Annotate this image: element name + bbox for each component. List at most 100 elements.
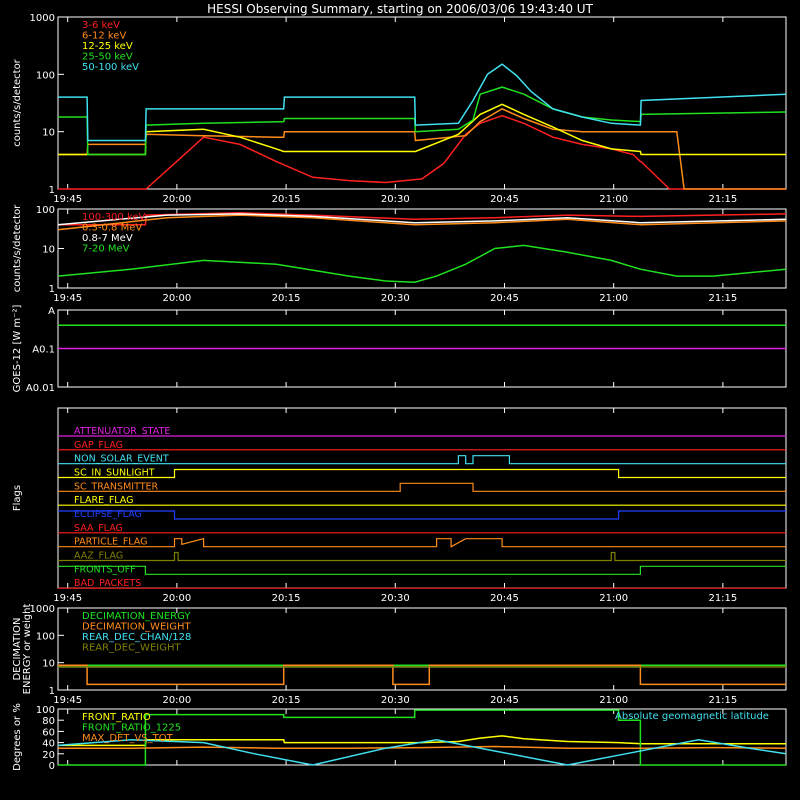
x-tick-label: 20:45 bbox=[490, 293, 519, 304]
series-line-3-6-kev bbox=[58, 114, 786, 190]
series-line-0-8-7-mev bbox=[57, 213, 787, 226]
y-tick-label: 1 bbox=[49, 686, 55, 697]
x-tick-label: 19:45 bbox=[53, 293, 82, 304]
y-axis-label: GOES-12 [W m⁻²] bbox=[12, 305, 23, 393]
x-tick-label: 20:45 bbox=[490, 593, 519, 604]
x-tick-label: 20:00 bbox=[162, 593, 191, 604]
y-tick-label: 1000 bbox=[30, 604, 55, 615]
legend-entry: MAX_DET_VS_TOT bbox=[82, 733, 174, 744]
flag-label: AAZ_FLAG bbox=[74, 551, 123, 562]
x-tick-label: 20:00 bbox=[162, 293, 191, 304]
y-axis-label: counts/s/detector bbox=[12, 58, 23, 146]
y-axis-label: counts/s/detector bbox=[12, 204, 23, 292]
y-tick-label: A0.1 bbox=[32, 345, 55, 356]
x-tick-label: 20:30 bbox=[381, 695, 410, 706]
x-tick-label: 21:15 bbox=[708, 293, 737, 304]
x-tick-label: 21:00 bbox=[599, 695, 628, 706]
x-tick-label: 19:45 bbox=[53, 695, 82, 706]
legend-entry: 3-6 keV bbox=[82, 20, 120, 31]
legend-entry: FRONT_RATIO bbox=[82, 712, 151, 723]
panel-frame bbox=[57, 708, 787, 766]
panel-4: 19:45 20:00 20:15 20:30 20:45 21:00 21:15 Flags… bbox=[12, 407, 787, 604]
x-tick-label: 21:15 bbox=[708, 593, 737, 604]
x-tick-label: 21:00 bbox=[599, 194, 628, 205]
chart-title: HESSI Observing Summary, starting on 200… bbox=[207, 2, 593, 16]
y-axis-label: Degrees or % bbox=[12, 703, 23, 771]
series-line-25-50-kev bbox=[58, 86, 787, 156]
flag-label: FRONTS_OFF bbox=[74, 564, 136, 575]
flag-line-eclipse-flag bbox=[58, 510, 786, 520]
series-line-absolute-geomagnetic-latitude bbox=[57, 739, 787, 766]
y-tick-label: 60 bbox=[42, 727, 55, 738]
y-axis-label: ENERGY or weight bbox=[22, 604, 33, 695]
x-tick-label: 20:15 bbox=[272, 293, 301, 304]
y-axis-label: DECIMATION bbox=[12, 617, 23, 680]
y-tick-label: 100 bbox=[36, 631, 55, 642]
series-line-front-ratio bbox=[58, 735, 786, 747]
y-tick-label: 10 bbox=[42, 245, 55, 256]
x-tick-label: 20:15 bbox=[272, 593, 301, 604]
y-axis-label: Flags bbox=[12, 485, 23, 511]
panels-group: 19:45 20:00 20:15 20:30 20:45 21:00 21:1511010… bbox=[12, 13, 787, 772]
flag-line-particle-flag bbox=[58, 537, 786, 548]
legend-entry: 100-300 keV bbox=[82, 212, 146, 223]
y-tick-label: 80 bbox=[42, 716, 55, 727]
x-tick-label: 20:15 bbox=[272, 194, 301, 205]
x-tick-label: 20:30 bbox=[381, 593, 410, 604]
legend-entry: FRONT_RATIO_1225 bbox=[82, 723, 181, 734]
x-tick-label: 20:15 bbox=[272, 695, 301, 706]
y-tick-label: 100 bbox=[36, 70, 55, 81]
flag-line-fronts-off bbox=[58, 565, 786, 575]
flag-line-sc-transmitter bbox=[58, 482, 786, 492]
x-tick-label: 20:00 bbox=[162, 695, 191, 706]
y-tick-label: 40 bbox=[42, 739, 55, 750]
series-line-7-20-mev bbox=[57, 244, 787, 283]
y-tick-label: 10 bbox=[42, 659, 55, 670]
flag-label: NON_SOLAR_EVENT bbox=[74, 454, 169, 465]
series-line-front-ratio-1225 bbox=[58, 709, 786, 766]
y-tick-label: 1000 bbox=[30, 13, 55, 24]
y-tick-label: 1 bbox=[49, 185, 55, 196]
x-tick-label: 21:00 bbox=[599, 293, 628, 304]
panel-2: 19:45 20:00 20:15 20:30 20:45 21:00 21:15 1 10 10… bbox=[12, 204, 787, 304]
series-line-0-3-0-8-mev bbox=[57, 214, 787, 231]
y-tick-label: 100 bbox=[36, 705, 55, 716]
annotation-label: Absolute geomagnetic latitude bbox=[615, 711, 769, 722]
flag-line-sc-in-sunlight bbox=[58, 468, 786, 479]
panel-frame bbox=[57, 607, 787, 691]
legend-entry: 50-100 keV bbox=[82, 62, 139, 73]
y-tick-label: A bbox=[48, 306, 55, 317]
flag-line-aaz-flag bbox=[58, 551, 786, 562]
legend-entry: 0.3-0.8 MeV bbox=[82, 223, 142, 234]
legend-entry: DECIMATION_ENERGY bbox=[82, 611, 191, 622]
series-line-max-det-vs-tot bbox=[58, 745, 787, 749]
series-line-50-100-kev bbox=[58, 63, 787, 142]
x-tick-label: 20:00 bbox=[162, 194, 191, 205]
legend-entry: REAR_DEC_CHAN/128 bbox=[82, 632, 191, 643]
legend-entry: 25-50 keV bbox=[82, 52, 133, 63]
flag-label: PARTICLE_FLAG bbox=[74, 537, 147, 548]
flag-label: ECLIPSE_FLAG bbox=[74, 509, 142, 520]
flag-label: GAP_FLAG bbox=[74, 440, 123, 451]
x-tick-label: 20:30 bbox=[381, 194, 410, 205]
y-tick-label: 1 bbox=[49, 284, 55, 295]
y-tick-label: 100 bbox=[36, 205, 55, 216]
panel-1: 19:45 20:00 20:15 20:30 20:45 21:00 21:15 1 10 10… bbox=[12, 13, 787, 205]
flag-label: SC_IN_SUNLIGHT bbox=[74, 468, 155, 479]
flag-label: ATTENUATOR_STATE bbox=[74, 426, 170, 437]
x-tick-label: 21:00 bbox=[599, 593, 628, 604]
legend-entry: DECIMATION_WEIGHT bbox=[82, 622, 191, 633]
flag-label: SC_TRANSMITTER bbox=[74, 481, 159, 492]
legend-entry: 6-12 keV bbox=[82, 31, 126, 42]
x-tick-label: 20:45 bbox=[490, 194, 519, 205]
x-tick-label: 19:45 bbox=[53, 593, 82, 604]
flag-label: BAD_PACKETS bbox=[74, 578, 141, 589]
y-tick-label: 20 bbox=[42, 750, 55, 761]
y-tick-label: 0 bbox=[49, 761, 55, 772]
legend-entry: 0.8-7 MeV bbox=[82, 233, 133, 244]
legend-entry: 7-20 MeV bbox=[82, 244, 130, 255]
x-tick-label: 21:15 bbox=[708, 194, 737, 205]
panel-frame bbox=[57, 16, 787, 190]
legend-entry: REAR_DEC_WEIGHT bbox=[82, 643, 181, 654]
